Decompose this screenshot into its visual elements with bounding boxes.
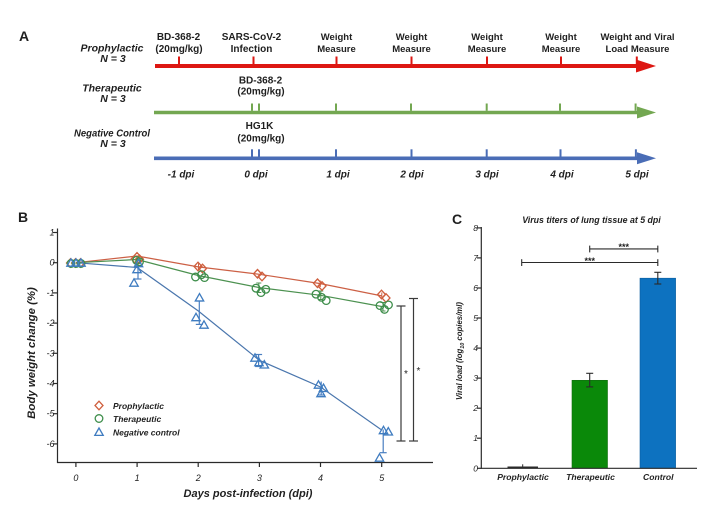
svg-text:3: 3	[473, 373, 478, 383]
svg-text:Prophylactic: Prophylactic	[113, 401, 164, 411]
svg-text:Virus titers of lung tissue at: Virus titers of lung tissue at 5 dpi	[522, 215, 661, 225]
svg-text:*: *	[417, 366, 421, 377]
svg-text:-5: -5	[46, 409, 55, 419]
svg-text:0: 0	[49, 258, 54, 268]
svg-text:N = 3: N = 3	[100, 93, 126, 105]
svg-text:Weight: Weight	[396, 32, 428, 43]
svg-text:-4: -4	[46, 379, 54, 389]
svg-text:(20mg/kg): (20mg/kg)	[155, 44, 202, 55]
svg-text:6: 6	[473, 283, 478, 293]
svg-text:0 dpi: 0 dpi	[244, 170, 268, 181]
svg-text:1: 1	[473, 433, 478, 443]
svg-text:4: 4	[318, 473, 323, 483]
svg-text:0: 0	[73, 473, 78, 483]
svg-text:SARS-CoV-2: SARS-CoV-2	[222, 32, 282, 43]
svg-text:Weight: Weight	[471, 32, 503, 43]
svg-text:C: C	[452, 211, 462, 227]
svg-text:N = 3: N = 3	[100, 138, 126, 150]
svg-text:Therapeutic: Therapeutic	[566, 472, 615, 482]
svg-text:***: ***	[584, 256, 595, 266]
svg-text:Negative control: Negative control	[113, 428, 180, 438]
svg-text:Weight: Weight	[321, 32, 353, 43]
svg-text:-2: -2	[46, 318, 54, 328]
svg-text:(20mg/kg): (20mg/kg)	[237, 134, 284, 145]
svg-text:4: 4	[473, 343, 478, 353]
svg-text:Therapeutic: Therapeutic	[113, 414, 161, 424]
svg-text:-3: -3	[46, 348, 54, 358]
svg-text:5 dpi: 5 dpi	[625, 170, 649, 181]
svg-text:1: 1	[49, 228, 54, 238]
svg-text:7: 7	[473, 253, 478, 263]
svg-text:5: 5	[379, 473, 385, 483]
svg-text:-6: -6	[46, 439, 54, 449]
svg-text:3: 3	[257, 473, 262, 483]
svg-text:4 dpi: 4 dpi	[549, 170, 574, 181]
svg-text:1: 1	[135, 473, 140, 483]
svg-text:Negative Control: Negative Control	[74, 128, 151, 140]
svg-text:BD-368-2: BD-368-2	[239, 76, 283, 87]
svg-text:Measure: Measure	[317, 44, 356, 55]
svg-text:8: 8	[473, 223, 478, 233]
svg-text:0: 0	[473, 463, 478, 473]
svg-text:***: ***	[619, 242, 630, 252]
svg-text:Prophylactic: Prophylactic	[497, 472, 549, 482]
svg-text:Measure: Measure	[468, 44, 507, 55]
svg-text:5: 5	[473, 313, 478, 323]
svg-text:*: *	[404, 369, 408, 380]
svg-text:Measure: Measure	[542, 44, 581, 55]
svg-text:A: A	[19, 28, 29, 44]
svg-text:Weight: Weight	[545, 32, 577, 43]
svg-text:Viral load (log10 copies/ml): Viral load (log10 copies/ml)	[455, 302, 466, 400]
svg-text:Days post-infection (dpi): Days post-infection (dpi)	[184, 488, 313, 500]
svg-text:1 dpi: 1 dpi	[326, 170, 350, 181]
svg-text:Weight and Viral: Weight and Viral	[600, 32, 674, 43]
svg-text:-1 dpi: -1 dpi	[168, 170, 195, 181]
svg-text:Body weight change (%): Body weight change (%)	[26, 287, 38, 419]
svg-text:Measure: Measure	[392, 44, 431, 55]
svg-text:HG1K: HG1K	[246, 121, 275, 132]
svg-text:2: 2	[472, 403, 478, 413]
svg-text:B: B	[18, 209, 28, 225]
svg-text:(20mg/kg): (20mg/kg)	[237, 87, 284, 98]
svg-text:BD-368-2: BD-368-2	[157, 32, 201, 43]
svg-text:2 dpi: 2 dpi	[399, 170, 424, 181]
svg-text:Load Measure: Load Measure	[606, 44, 670, 55]
svg-text:-1: -1	[46, 288, 54, 298]
svg-text:N = 3: N = 3	[100, 53, 126, 65]
svg-text:Control: Control	[643, 472, 674, 482]
svg-text:Infection: Infection	[231, 44, 273, 55]
svg-text:3 dpi: 3 dpi	[475, 170, 499, 181]
svg-text:Therapeutic: Therapeutic	[82, 83, 142, 95]
svg-text:2: 2	[195, 473, 201, 483]
svg-text:Prophylactic: Prophylactic	[80, 43, 143, 55]
